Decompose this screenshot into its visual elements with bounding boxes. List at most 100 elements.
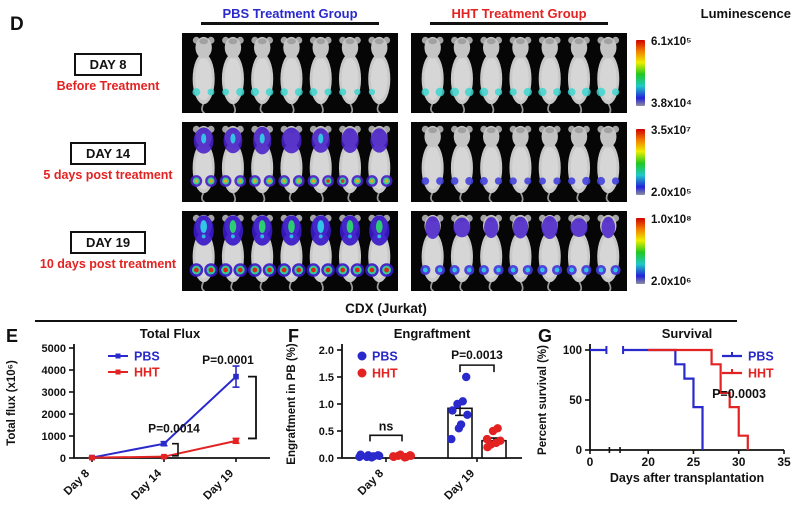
svg-text:Day 19: Day 19 [442,468,477,503]
imaging-row-day14: DAY 14 5 days post treatment 3.5x10⁷ 2.0… [0,117,799,206]
svg-text:P=0.0003: P=0.0003 [712,387,766,401]
pbs-group-underline [201,22,379,25]
day14-box: DAY 14 [69,141,147,165]
scale-low-day14: 2.0x10⁵ [651,186,692,199]
imaging-row-day8: DAY 8 Before Treatment 6.1x10⁵ 3.8x10⁴ [0,28,799,117]
day19-subtitle: 10 days post treatment [39,256,177,271]
scale-high-day19: 1.0x10⁸ [651,213,692,226]
svg-text:25: 25 [687,455,701,469]
colorbar-day8 [636,39,645,106]
svg-text:P=0.0013: P=0.0013 [451,348,503,362]
svg-text:0: 0 [60,453,66,465]
svg-text:2.0: 2.0 [319,345,334,357]
scale-low-day19: 2.0x10⁶ [651,275,692,288]
svg-text:20: 20 [642,455,656,469]
scale-day19: 1.0x10⁸ 2.0x10⁶ [627,214,799,288]
svg-text:HHT: HHT [134,366,160,380]
svg-text:Engraftment in PB (%): Engraftment in PB (%) [286,343,298,465]
pbs-group-header: PBS Treatment Group [182,6,398,25]
panel-e-letter: E [6,326,19,346]
svg-text:P=0.0001: P=0.0001 [202,353,254,367]
engraftment-svg: Engraftment 0.0 0.5 1.0 1.5 2.0 Engraftment in… [286,326,522,503]
panel-f-letter: F [288,326,299,346]
svg-text:ns: ns [379,419,394,433]
svg-text:0.5: 0.5 [319,426,334,438]
svg-text:50: 50 [569,395,582,407]
svg-text:PBS: PBS [748,350,774,364]
mice-svg [421,36,620,113]
row1-labels: DAY 8 Before Treatment [0,52,182,93]
svg-text:Total flux (x10⁶): Total flux (x10⁶) [6,360,18,446]
svg-text:2000: 2000 [42,409,66,421]
svg-text:Engraftment: Engraftment [394,326,471,341]
svg-text:4000: 4000 [42,365,66,377]
day8-box: DAY 8 [73,52,143,76]
svg-text:0: 0 [576,445,582,457]
hht-group-underline [430,22,608,25]
survival-svg: Survival 0 50 100 Percent survival (%) 0 20 25 3… [537,326,791,485]
scale-day14: 3.5x10⁷ 2.0x10⁵ [627,125,799,199]
svg-text:P=0.0014: P=0.0014 [148,422,200,436]
row2-labels: DAY 14 5 days post treatment [0,141,182,182]
mice-svg [420,214,621,291]
mice-svg [192,36,391,113]
luminescence-label: Luminescence [700,6,791,21]
mice-svg [190,125,393,202]
svg-text:35: 35 [777,455,791,469]
svg-text:0.0: 0.0 [319,453,334,465]
mouse-image-day19-pbs [182,210,398,291]
svg-text:Day 8: Day 8 [356,467,387,498]
day19-box: DAY 19 [69,230,147,254]
day8-subtitle: Before Treatment [56,78,160,93]
hht-group-label: HHT Treatment Group [451,6,587,21]
colorbar-day14 [636,128,645,195]
mice-svg [189,214,394,291]
svg-text:100: 100 [563,345,582,357]
svg-text:3000: 3000 [42,387,66,399]
mouse-image-day8-pbs [182,32,398,113]
svg-text:Percent survival (%): Percent survival (%) [537,345,549,455]
svg-text:Day 19: Day 19 [201,468,236,503]
colorbar-day19 [636,217,645,284]
svg-text:0: 0 [587,455,594,469]
panel-g-letter: G [538,326,553,346]
mice-svg [421,125,620,202]
charts-row: E Total Flux 0 1000 2000 3000 4000 5000 Total f… [0,322,799,512]
scale-day8: 6.1x10⁵ 3.8x10⁴ [627,36,799,110]
panel-d: D PBS Treatment Group HHT Treatment Grou… [0,0,799,295]
svg-text:1000: 1000 [42,431,66,443]
total-flux-svg: Total Flux 0 1000 2000 3000 4000 5000 Total flu… [6,326,270,503]
section-title-rule: CDX (Jurkat) [35,300,737,322]
panel-d-header: PBS Treatment Group HHT Treatment Group … [0,0,799,28]
imaging-row-day19: DAY 19 10 days post treatment 1.0x10⁸ 2.… [0,206,799,295]
mouse-image-day8-hht [411,32,627,113]
scale-low-day8: 3.8x10⁴ [651,97,692,110]
hht-group-header: HHT Treatment Group [411,6,627,25]
chart-engraftment: F Engraftment 0.0 0.5 1.0 1.5 2.0 Engraftment … [282,324,532,512]
svg-text:Day 14: Day 14 [129,467,164,502]
day14-subtitle: 5 days post treatment [43,167,173,182]
svg-text:PBS: PBS [134,350,160,364]
svg-text:HHT: HHT [748,367,774,381]
svg-text:Day 8: Day 8 [62,467,93,498]
svg-text:5000: 5000 [42,343,66,355]
svg-text:Survival: Survival [662,326,713,341]
pbs-group-label: PBS Treatment Group [222,6,358,21]
svg-text:Days after transplantation: Days after transplantation [610,471,764,485]
svg-text:1.5: 1.5 [319,372,334,384]
mouse-image-day19-hht [411,210,627,291]
chart-total-flux: E Total Flux 0 1000 2000 3000 4000 5000 Total f… [0,324,282,512]
svg-text:PBS: PBS [372,350,398,364]
svg-text:HHT: HHT [372,367,398,381]
section-title: CDX (Jurkat) [345,301,427,316]
mouse-image-day14-pbs [182,121,398,202]
mouse-image-day14-hht [411,121,627,202]
svg-text:30: 30 [732,455,746,469]
row3-labels: DAY 19 10 days post treatment [0,230,182,271]
chart-survival: G Survival 0 50 100 Percent survival (%) 0 20 2… [532,324,799,512]
svg-text:1.0: 1.0 [319,399,334,411]
scale-high-day14: 3.5x10⁷ [651,124,691,137]
svg-text:Total Flux: Total Flux [140,326,201,341]
panel-d-letter: D [10,14,24,35]
